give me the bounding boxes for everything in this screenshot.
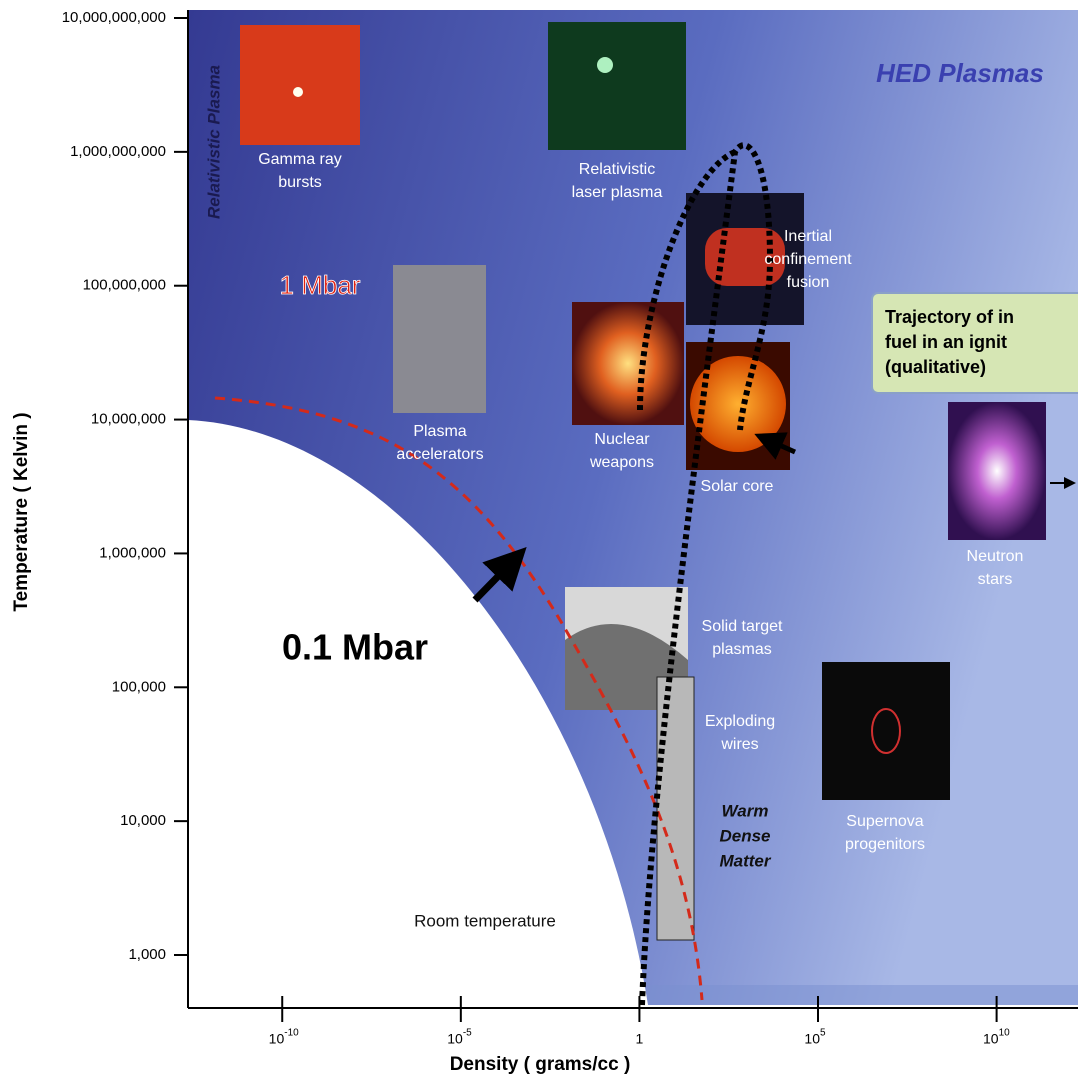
region-label: Nuclear (594, 431, 650, 448)
arrow (754, 432, 797, 460)
trajectory (637, 142, 774, 1006)
region-label: confinement (764, 251, 852, 268)
callout-text: (qualitative) (885, 357, 986, 377)
region-label: wires (720, 736, 758, 753)
room-region (188, 420, 648, 1005)
x-tick-exponent: -10 (284, 1028, 299, 1039)
wdm-label: Warm Dense Matter (719, 801, 771, 870)
x-tick-label: 10 (269, 1031, 285, 1047)
region-label: laser plasma (572, 184, 663, 201)
x-tick-exponent: 10 (999, 1028, 1011, 1039)
image-detail (690, 356, 786, 452)
x-tick-exponent: -5 (463, 1028, 472, 1039)
region-label: Solar core (701, 478, 774, 495)
y-tick-label: 100,000 (112, 678, 166, 695)
pressure-label: 1 Mbar (280, 270, 361, 300)
region-label: Plasma (413, 423, 466, 440)
x-tick-label: 10 (447, 1031, 463, 1047)
image-wires (656, 676, 695, 941)
x-tick-label: 10 (983, 1031, 999, 1047)
pressure-curve (214, 396, 704, 1001)
pressure-label: 0.1 Mbar (282, 627, 428, 668)
wdm-text: Dense (719, 826, 770, 845)
arrow (472, 546, 527, 603)
region-label: Relativistic (579, 161, 655, 178)
y-axis-label: Temperature ( Kelvin ) (11, 412, 32, 611)
y-tick-label: 10,000,000,000 (62, 9, 166, 26)
image-laser (548, 22, 686, 150)
region-label: fusion (787, 274, 830, 291)
y-tick-label: 1,000 (128, 946, 166, 963)
region-label: Solid target (702, 618, 783, 635)
image-neutron (948, 402, 1046, 540)
image-nuclear (572, 302, 684, 425)
callout-box (871, 292, 1078, 394)
y-tick-label: 10,000,000 (91, 411, 166, 428)
region-label: weapons (589, 454, 654, 471)
callout-text: fuel in an ignit (885, 332, 1007, 352)
y-tick-label: 10,000 (120, 812, 166, 829)
region-label: Exploding (705, 713, 775, 730)
region-label: accelerators (396, 446, 483, 463)
x-axis-label: Density ( grams/cc ) (450, 1054, 631, 1075)
region-label: Supernova (846, 813, 923, 830)
x-tick-label: 10 (804, 1031, 820, 1047)
region-label: progenitors (845, 836, 925, 853)
side-label: Relativistic Plasma (204, 65, 223, 219)
wdm-text: Warm (722, 801, 769, 820)
region-label: Gamma ray (258, 151, 342, 168)
callout-text: Trajectory of in (885, 307, 1014, 327)
image-supernova (822, 662, 950, 800)
region-label: plasmas (712, 641, 772, 658)
y-tick-label: 100,000,000 (83, 277, 166, 294)
image-detail (293, 87, 303, 97)
region-label: Inertial (784, 228, 832, 245)
wdm-text: Matter (719, 851, 771, 870)
image-accelerator (393, 265, 486, 413)
region-label: stars (978, 571, 1013, 588)
x-tick-label: 1 (636, 1031, 644, 1047)
band (648, 985, 1078, 1005)
image-detail (871, 708, 901, 754)
image-gamma (240, 25, 360, 145)
image-detail (597, 57, 613, 73)
region-label: bursts (278, 174, 322, 191)
region-label: Room temperature (414, 911, 556, 930)
region-label: Neutron (967, 548, 1024, 565)
heading: HED Plasmas (876, 58, 1044, 88)
y-tick-label: 1,000,000,000 (70, 143, 166, 160)
y-tick-label: 1,000,000 (99, 544, 166, 561)
x-tick-exponent: 5 (820, 1028, 826, 1039)
